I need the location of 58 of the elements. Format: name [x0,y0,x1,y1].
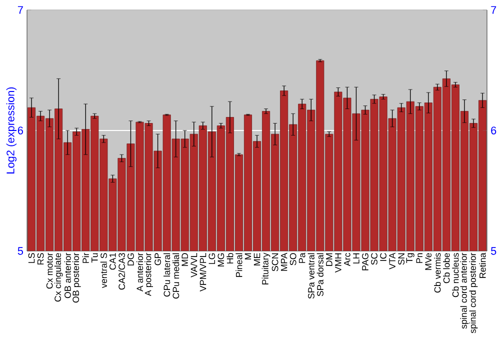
x-tick-label: CPu lateral [164,253,170,297]
x-tick-label: spinal cord anterior [460,252,469,329]
x-tick-label: Pineal [236,253,242,277]
x-tick-label: Cb lobe [443,253,450,284]
x-tick-label: LH [353,253,360,264]
x-tick-label: A anterior [136,252,144,292]
x-tick-label: DM [326,253,332,266]
x-tick-label: DG [128,253,134,266]
y2-tick-label: 5 [490,247,496,255]
x-tick-label: Pa [298,252,306,263]
x-tick-label: LS [28,253,35,263]
y-tick-label: 6 [18,126,23,134]
x-tick-label: OB posterior [72,252,81,303]
x-tick-label: MVe [425,253,432,270]
y2-tick-label: 7 [491,6,496,14]
x-tick-label: Cb nucleus [452,253,459,298]
x-tick-label: A posterior [144,252,153,296]
x-tick-label: Pituitary [262,252,270,284]
x-tick-label: VTA [389,252,396,270]
x-tick-label: Hb [226,253,234,264]
x-tick-label: SC [371,253,378,265]
y-axis-title: Log2 (expression) [6,87,17,174]
x-tick-label: SN [398,253,404,265]
x-tick-label: Tg [406,253,414,263]
x-tick-label: M [244,253,252,260]
x-tick-label: GP [154,253,161,266]
y-tick-label: 7 [18,6,23,14]
x-tick-label: Retina [479,252,486,278]
x-tick-label: SCN [272,253,278,272]
x-tick-label: MG [218,253,224,266]
y-tick-label: 5 [18,247,24,255]
x-tick-label: PAG [362,253,368,270]
x-tick-label: IC [380,253,386,261]
x-tick-label: VMH [335,253,342,273]
x-tick-label: SO [290,253,296,266]
x-tick-label: CPu medial [172,253,180,299]
x-tick-label: SPa ventral [308,253,314,299]
x-tick-label: Arc [344,252,350,266]
x-tick-label: CA1 [110,253,116,270]
y2-tick-label: 6 [491,126,496,134]
x-tick-label: Cb vermis [434,253,441,293]
x-tick-label: LG [208,253,216,264]
x-tick-label: VA/VL [190,252,198,278]
x-tick-label: Cx motor [46,252,53,289]
x-tick-label: Pir [82,252,89,263]
x-tick-label: Cx cingulate [54,253,63,302]
x-tick-label: CA2/CA3 [118,253,126,290]
x-tick-label: SPa dorsal [316,253,324,296]
x-tick-label: RS [37,253,44,264]
x-tick-label: ME [254,253,260,266]
x-tick-label: OB anterior [64,252,71,298]
x-tick-label: VPM/VPL [200,252,206,292]
x-tick-label: ventral S [100,253,107,288]
x-tick-label: MPA [280,252,288,271]
x-tick-label: Tu [92,253,98,263]
x-tick-label: spinal cord posterior [469,252,478,334]
x-tick-label: Pn [416,253,422,263]
x-tick-label: MD [182,253,188,266]
